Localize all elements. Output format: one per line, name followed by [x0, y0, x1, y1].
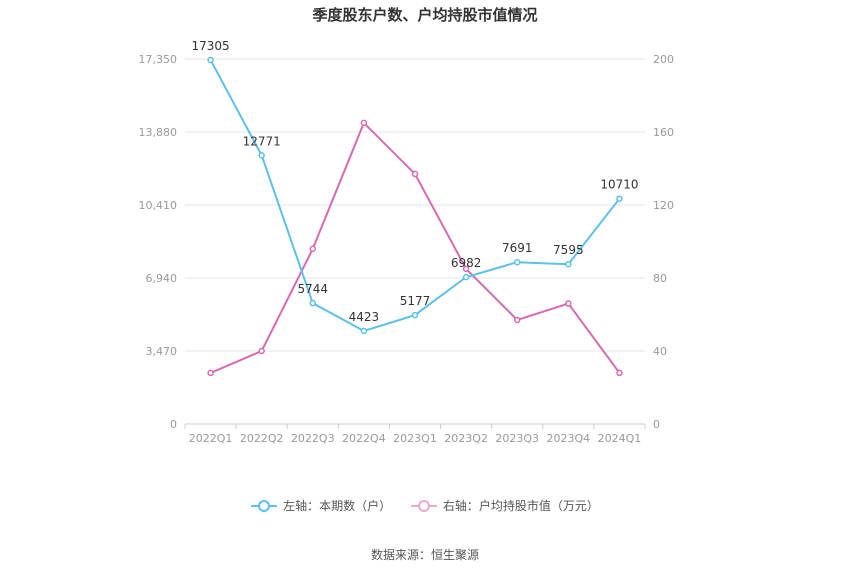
right-axis-tick-label: 160	[653, 126, 674, 139]
data-label: 6982	[451, 256, 482, 270]
left-axis-tick-label: 17,350	[139, 53, 178, 66]
data-label: 7595	[553, 243, 584, 257]
right-series-point	[411, 170, 419, 178]
legend-swatch-left	[251, 499, 278, 512]
data-label: 12771	[243, 134, 281, 148]
legend-item-left-series[interactable]: 左轴：本期数（户）	[251, 497, 391, 514]
left-axis-tick-label: 6,940	[146, 272, 178, 285]
right-series-point	[207, 369, 214, 377]
data-label: 5177	[400, 294, 431, 308]
data-label: 4423	[349, 310, 380, 324]
left-series-point	[360, 327, 368, 335]
data-label: 17305	[191, 39, 229, 53]
x-axis-tick-label: 2024Q1	[598, 432, 642, 445]
x-axis-tick-label: 2023Q4	[547, 432, 591, 445]
x-axis-tick-label: 2023Q1	[393, 432, 437, 445]
left-axis-tick-label: 3,470	[146, 345, 178, 358]
right-axis-tick-label: 80	[653, 272, 667, 285]
right-series-point	[616, 369, 623, 377]
left-axis-tick-label: 0	[170, 418, 177, 431]
left-series-point	[411, 311, 419, 319]
left-axis-tick-label: 10,410	[139, 199, 178, 212]
legend-swatch-right	[410, 499, 437, 512]
right-axis-tick-label: 120	[653, 199, 674, 212]
right-series-point	[513, 316, 521, 324]
left-series-point	[616, 195, 623, 202]
right-axis-tick-label: 0	[653, 418, 660, 431]
x-axis-tick-label: 2023Q2	[444, 432, 488, 445]
legend-item-right-series[interactable]: 右轴：户均持股市值（万元）	[410, 497, 599, 514]
x-axis-tick-label: 2022Q1	[189, 432, 233, 445]
left-series-point	[309, 299, 317, 307]
left-series-point	[513, 258, 521, 266]
left-series-point	[207, 56, 214, 64]
legend: 左轴：本期数（户） 右轴：户均持股市值（万元）	[0, 497, 850, 515]
right-axis-tick-label: 40	[653, 345, 667, 358]
right-axis-tick-label: 200	[653, 53, 674, 66]
left-series-point	[258, 152, 265, 159]
x-axis-tick-label: 2022Q3	[291, 432, 335, 445]
right-series-point	[360, 119, 368, 127]
right-series-point	[258, 347, 265, 355]
chart-title: 季度股东户数、户均持股市值情况	[312, 6, 538, 24]
left-series-point	[462, 273, 470, 281]
data-label: 10710	[600, 178, 638, 192]
x-axis-tick-label: 2022Q2	[240, 432, 284, 445]
legend-label-left: 左轴：本期数（户）	[283, 499, 392, 513]
left-series-point	[565, 260, 572, 268]
left-axis-tick-label: 13,880	[139, 126, 178, 139]
right-series-point	[462, 265, 470, 273]
data-label: 7691	[502, 241, 533, 255]
x-axis-tick-label: 2022Q4	[342, 432, 386, 445]
data-label: 5744	[298, 282, 329, 296]
left-series-line	[209, 59, 621, 333]
right-series-point	[309, 245, 317, 253]
legend-label-right: 右轴：户均持股市值（万元）	[442, 499, 599, 513]
x-axis-tick-label: 2023Q3	[495, 432, 539, 445]
right-series-point	[565, 300, 572, 307]
data-source: 数据来源：恒生聚源	[370, 548, 479, 562]
